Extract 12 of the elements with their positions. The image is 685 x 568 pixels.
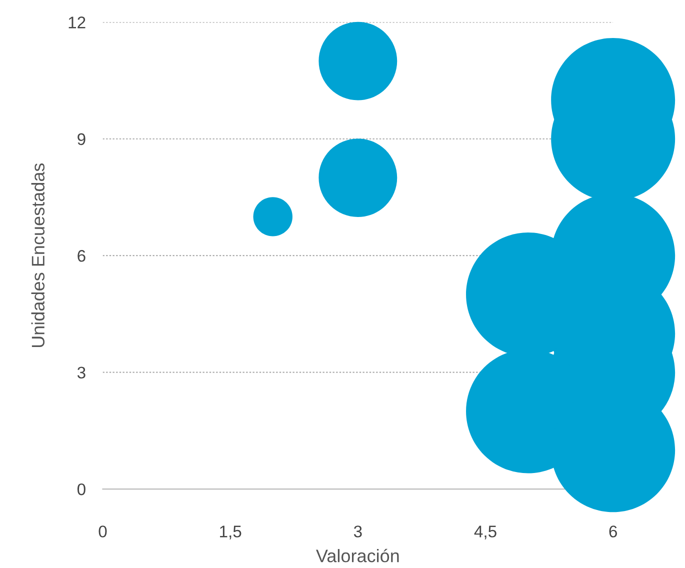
x-tick-label: 4,5 (474, 526, 496, 540)
x-tick-label: 6 (609, 526, 617, 538)
y-axis-title: Unidades Encuestadas (31, 163, 45, 348)
y-tick-label: 0 (77, 483, 86, 496)
y-tick-label: 6 (78, 250, 86, 262)
y-tick-label: 3 (77, 366, 86, 379)
x-tick-label: 3 (354, 526, 362, 538)
y-tick-label: 12 (68, 16, 86, 28)
x-tick-label: 1,5 (220, 526, 242, 540)
x-axis-title: Valoración (316, 548, 399, 562)
x-tick-label: 0 (98, 526, 107, 538)
y-tick-label: 9 (78, 133, 86, 146)
